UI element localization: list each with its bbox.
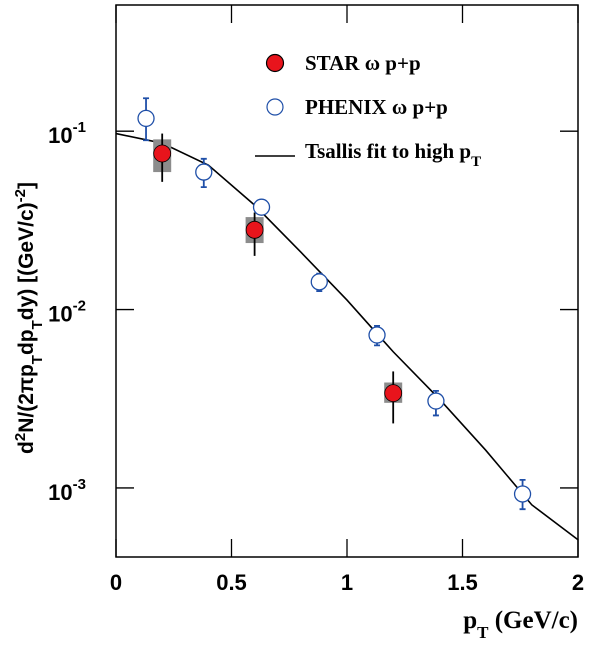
label-part: p bbox=[463, 607, 477, 634]
y-tick-label: 10-1 bbox=[48, 119, 86, 148]
legend-marker bbox=[266, 98, 284, 116]
label-part: ] bbox=[15, 182, 38, 189]
y-tick-exponent: -2 bbox=[73, 298, 86, 315]
data-point bbox=[310, 273, 328, 291]
x-tick-label: 2 bbox=[572, 570, 584, 595]
y-tick-base: 10 bbox=[48, 480, 72, 505]
legend-label: STAR ω p+p bbox=[305, 51, 421, 75]
data-point bbox=[513, 485, 532, 503]
x-tick-label: 0.5 bbox=[216, 570, 247, 595]
x-tick-label: 0 bbox=[110, 570, 122, 595]
y-axis-title: d2N/(2πpTdpTdy) [(GeV/c)-2] bbox=[12, 182, 46, 454]
data-point bbox=[384, 384, 403, 403]
data-point bbox=[368, 326, 386, 344]
legend-label: PHENIX ω p+p bbox=[305, 95, 448, 119]
label-part: T bbox=[29, 320, 46, 329]
label-part: T bbox=[477, 623, 489, 642]
label-part: dy) [(GeV/c) bbox=[15, 202, 38, 320]
data-point bbox=[153, 144, 172, 163]
data-point bbox=[137, 109, 155, 128]
y-tick-base: 10 bbox=[48, 123, 72, 148]
y-tick-exponent: -1 bbox=[73, 119, 86, 136]
legend-marker bbox=[265, 53, 285, 73]
label-part: -2 bbox=[12, 189, 29, 202]
legend-name: STAR ω p+p bbox=[305, 51, 421, 75]
legend-label: Tsallis fit to high pT bbox=[305, 139, 481, 170]
y-tick-label: 10-3 bbox=[48, 476, 86, 505]
data-point bbox=[195, 163, 213, 181]
y-tick-base: 10 bbox=[48, 302, 72, 327]
fit-line bbox=[115, 132, 579, 541]
data-point bbox=[252, 198, 271, 216]
legend-name: Tsallis fit to high p bbox=[305, 139, 471, 163]
label-part: d bbox=[15, 441, 38, 454]
label-part: T bbox=[29, 355, 46, 364]
x-tick-label: 1.5 bbox=[447, 570, 478, 595]
y-tick-exponent: -3 bbox=[73, 476, 86, 493]
data-point bbox=[427, 392, 445, 410]
x-axis-title: pT (GeV/c) bbox=[463, 607, 578, 642]
x-tick-label: 1 bbox=[341, 570, 353, 595]
label-part: 2 bbox=[12, 433, 29, 441]
label-part: N/(2πp bbox=[15, 364, 38, 433]
y-tick-label: 10-2 bbox=[48, 298, 86, 327]
label-part: dp bbox=[15, 329, 38, 355]
legend-name: PHENIX ω p+p bbox=[305, 95, 448, 119]
legend-name-sub: T bbox=[471, 154, 481, 170]
plot-frame bbox=[115, 4, 579, 558]
label-part: (GeV/c) bbox=[488, 607, 578, 634]
data-point bbox=[245, 220, 264, 239]
